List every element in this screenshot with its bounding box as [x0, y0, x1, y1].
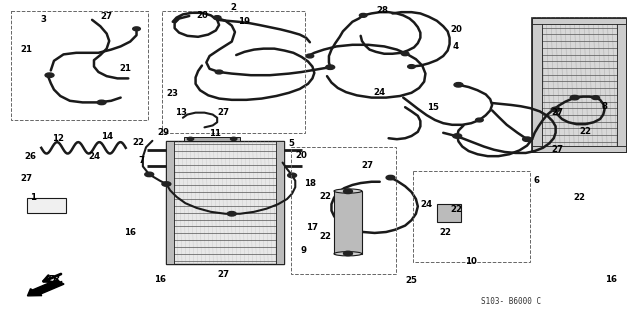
Circle shape [344, 251, 352, 256]
Text: FR.: FR. [48, 276, 64, 284]
Circle shape [551, 107, 560, 112]
Circle shape [454, 83, 463, 87]
Text: S103- B6000 C: S103- B6000 C [481, 297, 542, 306]
Text: 6: 6 [533, 176, 540, 185]
Text: 26: 26 [25, 152, 36, 161]
Circle shape [306, 54, 314, 58]
Text: 16: 16 [124, 228, 136, 237]
Text: 27: 27 [217, 270, 230, 279]
Text: 19: 19 [239, 17, 250, 26]
Text: 12: 12 [53, 134, 64, 143]
Text: 22: 22 [319, 232, 331, 241]
Text: 22: 22 [580, 127, 591, 136]
Text: 27: 27 [361, 161, 373, 170]
Circle shape [386, 175, 395, 180]
Bar [617, 18, 626, 152]
Text: 24: 24 [88, 152, 100, 161]
Bar [184, 137, 240, 141]
Text: 21: 21 [120, 64, 131, 73]
Circle shape [408, 65, 415, 68]
Bar [532, 18, 626, 152]
Text: 20: 20 [196, 11, 208, 20]
Circle shape [145, 172, 154, 177]
Text: 28: 28 [377, 6, 388, 15]
Circle shape [97, 100, 106, 105]
Text: 29: 29 [158, 128, 170, 137]
Text: 24: 24 [420, 200, 433, 209]
Circle shape [359, 13, 367, 17]
Text: 22: 22 [450, 205, 462, 214]
FancyArrow shape [27, 280, 64, 296]
Text: 22: 22 [440, 228, 451, 237]
Text: 16: 16 [605, 276, 617, 284]
Text: 16: 16 [154, 276, 166, 284]
Bar [413, 171, 530, 262]
Bar [437, 204, 461, 222]
Text: 10: 10 [465, 257, 477, 266]
Text: 23: 23 [167, 89, 178, 98]
Circle shape [288, 173, 297, 178]
Text: 27: 27 [100, 12, 113, 21]
Text: 20: 20 [450, 25, 462, 34]
Ellipse shape [334, 189, 362, 193]
Circle shape [227, 212, 236, 216]
Text: 7: 7 [138, 156, 144, 165]
Text: 5: 5 [288, 139, 294, 148]
Bar [532, 18, 626, 24]
Text: 27: 27 [20, 174, 33, 183]
Text: 27: 27 [551, 145, 564, 154]
Ellipse shape [334, 252, 362, 256]
Text: 27: 27 [217, 108, 230, 117]
Circle shape [45, 73, 54, 77]
Text: 27: 27 [551, 108, 564, 117]
Circle shape [453, 134, 462, 138]
Circle shape [162, 182, 171, 186]
Circle shape [215, 70, 223, 74]
Circle shape [187, 137, 194, 140]
Text: 9: 9 [300, 246, 307, 255]
Text: 1: 1 [30, 193, 36, 202]
Circle shape [344, 189, 352, 194]
Text: 14: 14 [100, 132, 113, 141]
Text: 11: 11 [209, 129, 220, 138]
Circle shape [592, 96, 599, 100]
Bar [166, 141, 174, 264]
Bar [532, 18, 542, 152]
Bar [166, 141, 284, 264]
Text: 24: 24 [373, 88, 386, 97]
Circle shape [476, 118, 483, 122]
Circle shape [401, 52, 409, 56]
Text: 13: 13 [175, 108, 187, 117]
Circle shape [552, 108, 559, 111]
Circle shape [213, 16, 221, 20]
Circle shape [326, 65, 335, 69]
Bar [291, 147, 396, 274]
Circle shape [231, 137, 237, 140]
Text: 3: 3 [40, 15, 46, 24]
Bar [162, 11, 305, 133]
Text: 20: 20 [296, 151, 307, 160]
Text: 2: 2 [231, 3, 237, 12]
Text: 25: 25 [406, 276, 417, 285]
Text: 22: 22 [133, 138, 144, 147]
Bar [11, 11, 148, 120]
Text: 15: 15 [427, 103, 439, 112]
Text: 17: 17 [306, 223, 319, 232]
Circle shape [523, 137, 531, 141]
Text: 21: 21 [21, 45, 32, 54]
Circle shape [133, 27, 140, 31]
Bar [27, 198, 66, 213]
Circle shape [570, 95, 579, 100]
Text: 4: 4 [453, 42, 459, 51]
Text: 8: 8 [601, 102, 608, 111]
Bar [532, 146, 626, 152]
Text: 18: 18 [304, 179, 316, 188]
Bar [276, 141, 284, 264]
Text: 22: 22 [573, 193, 585, 202]
Bar [334, 191, 362, 254]
Text: 22: 22 [319, 192, 331, 201]
